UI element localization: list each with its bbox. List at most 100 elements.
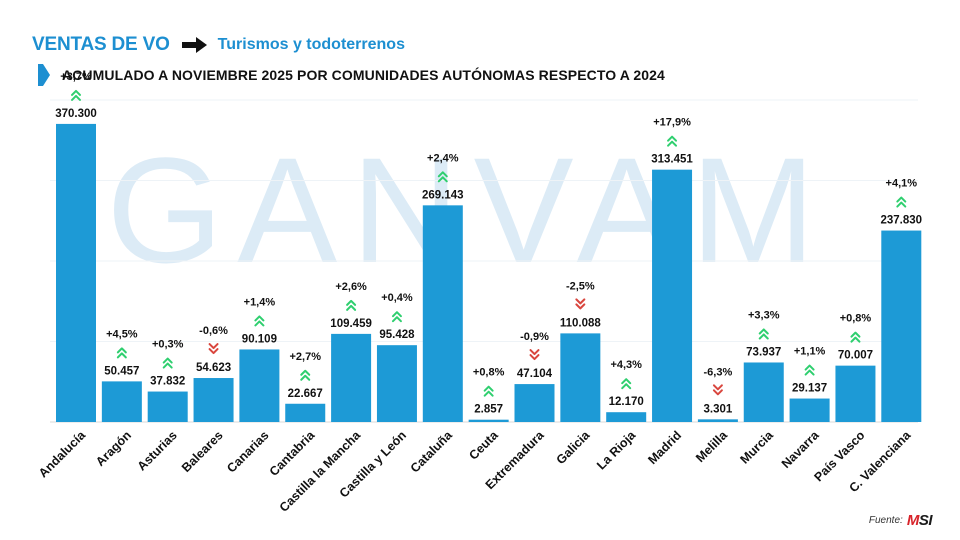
category-label: Madrid [645,428,684,467]
trend-up-icon [300,369,311,381]
bar [239,349,280,422]
change-label: +4,5% [106,328,138,340]
trend-down-icon [575,298,586,310]
trend-down-icon [529,349,540,361]
bar [331,333,372,422]
bar-group: 3.301 -6,3% Melilla [693,366,738,465]
bar-group: 29.137 +1,1% Navarra [779,346,830,471]
value-label: 3.301 [704,403,733,415]
value-label: 54.623 [196,362,231,374]
bar-group: 370.300 +3,7% Andalucía [36,71,97,480]
trend-up-icon [804,364,815,376]
change-label: +2,4% [427,152,459,164]
bar [193,378,234,422]
trend-up-icon [437,171,448,183]
value-label: 269.143 [422,189,464,201]
category-label: Murcia [737,427,776,466]
bar [560,333,601,422]
value-label: 12.170 [609,396,644,408]
main-title: VENTAS DE VO [32,34,170,55]
category-label: Canarias [224,428,271,475]
trend-up-icon [71,89,81,101]
change-label: -0,6% [199,325,228,337]
source-label: Fuente: [868,515,903,526]
change-label: +3,3% [748,309,780,321]
value-label: 22.667 [288,388,323,400]
brand-logo: MSI [906,512,933,529]
category-label: Cataluña [408,427,456,475]
bar-group: 110.088 -2,5% Galicia [554,280,602,467]
trend-up-icon [254,315,265,327]
trend-up-icon [483,385,494,397]
value-label: 95.428 [379,329,415,341]
trend-up-icon [758,328,769,340]
change-label: +0,3% [152,339,184,351]
bar [652,169,693,422]
value-label: 37.832 [150,376,185,388]
category-label: Aragón [93,428,134,469]
change-label: +17,9% [653,117,691,129]
category-label: Castilla la Mancha [277,427,364,514]
bar [56,123,96,422]
trend-up-icon [346,299,357,311]
bar [376,345,417,422]
bar [514,384,555,422]
category-label: Baleares [179,428,226,475]
category-label: Galicia [554,427,594,467]
value-label: 2.857 [474,404,503,416]
trend-up-icon [896,196,907,208]
bar-group: 2.857 +0,8% Ceuta [466,367,509,463]
change-label: +0,4% [381,292,413,304]
arrow-right-icon [181,37,207,53]
change-label: -0,9% [520,331,549,343]
trend-up-icon [667,135,678,147]
trend-up-icon [621,378,632,390]
value-label: 313.451 [651,154,693,166]
bar [606,412,647,422]
watermark: GANVAM [107,126,830,294]
subtitle: Turismos y todoterrenos [217,36,405,53]
value-label: 70.007 [838,350,873,362]
bar [101,381,142,422]
bar [285,403,326,422]
category-label: Melilla [693,427,731,465]
category-label: Andalucía [36,427,89,480]
logo-rest: SI [918,512,933,529]
change-label: +3,7% [60,71,92,83]
chart-heading: ACUMULADO A NOVIEMBRE 2025 POR COMUNIDAD… [38,64,665,86]
value-label: 50.457 [104,365,139,377]
value-label: 90.109 [242,333,277,345]
value-label: 47.104 [517,368,553,380]
heading-marker-icon [38,64,50,86]
bar [697,419,738,422]
bar-group: 73.937 +3,3% Murcia [737,309,784,467]
change-label: +1,4% [244,296,276,308]
chart-title: ACUMULADO A NOVIEMBRE 2025 POR COMUNIDAD… [62,67,665,83]
change-label: +0,8% [473,367,505,379]
change-label: +0,8% [840,313,872,325]
source: Fuente: MSI [868,512,933,529]
bar-group: 50.457 +4,5% Aragón [93,328,142,469]
bar-group: 12.170 +4,3% La Rioja [594,359,647,473]
bar [881,230,922,422]
trend-up-icon [162,357,173,369]
change-label: -6,3% [704,366,733,378]
value-label: 237.830 [881,215,923,227]
value-label: 73.937 [746,346,781,358]
change-label: +4,3% [610,359,642,371]
category-label: Ceuta [466,427,501,462]
bar [468,419,509,422]
change-label: +4,1% [886,178,918,190]
header-row: VENTAS DE VO Turismos y todoterrenos [32,34,405,56]
category-label: Navarra [779,427,823,471]
trend-up-icon [116,347,127,359]
category-label: La Rioja [594,427,639,472]
value-label: 110.088 [560,317,602,329]
logo-accent: M [906,512,920,529]
change-label: +2,6% [335,281,367,293]
bar-group: 37.832 +0,3% Asturias [135,339,188,473]
change-label: +1,1% [794,346,826,358]
bar [789,398,830,422]
value-label: 29.137 [792,383,827,395]
